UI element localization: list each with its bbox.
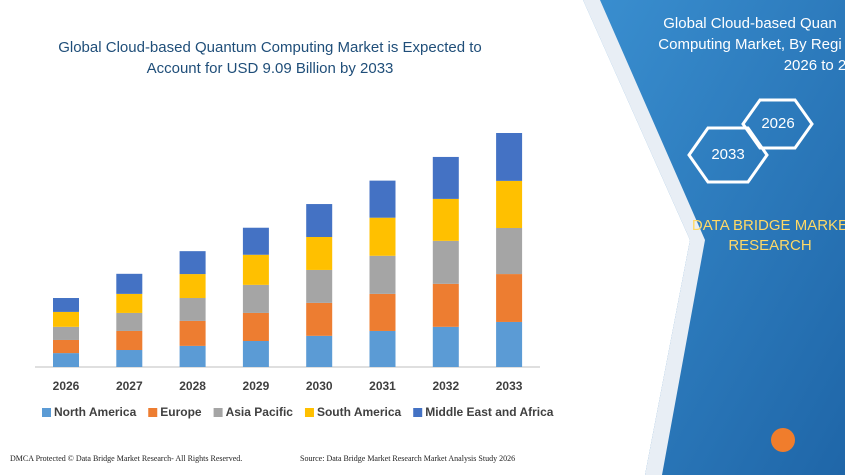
legend-swatch xyxy=(413,408,423,417)
bar-segment xyxy=(242,254,269,285)
bar-segment xyxy=(432,198,459,241)
logo xyxy=(771,428,795,452)
bar-segment xyxy=(496,321,523,367)
bar-segment xyxy=(116,330,143,351)
bar-segment xyxy=(369,293,396,331)
bar-segment xyxy=(116,273,143,294)
bar-segment xyxy=(242,312,269,341)
footer-right: Source: Data Bridge Market Research Mark… xyxy=(300,454,515,463)
bar-segment xyxy=(306,335,333,367)
x-tick-label: 2031 xyxy=(369,379,396,393)
hexagon xyxy=(687,126,769,184)
bar-segment xyxy=(369,217,396,256)
bar-segment xyxy=(116,312,143,331)
bar-segment xyxy=(306,237,333,270)
legend-swatch xyxy=(42,408,51,417)
footer-left: DMCA Protected © Data Bridge Market Rese… xyxy=(10,454,242,463)
bar-segment xyxy=(179,274,206,299)
x-tick-label: 2030 xyxy=(306,379,333,393)
bar-segment xyxy=(496,274,523,322)
bar-segment xyxy=(369,180,396,218)
bar-segment xyxy=(306,204,333,237)
brand: DATA BRIDGE MARKE xyxy=(692,217,845,234)
bar-segment xyxy=(116,293,143,313)
hexagon xyxy=(741,98,814,150)
x-tick-label: 2032 xyxy=(432,379,459,393)
bar-segment xyxy=(242,341,269,367)
legend-label: Europe xyxy=(160,405,202,419)
hex-label: 2026 xyxy=(761,115,794,132)
panel-border xyxy=(583,0,705,475)
bar-segment xyxy=(242,284,269,313)
bar-segment xyxy=(496,227,523,275)
bar-segment xyxy=(179,345,206,367)
panel-title: Computing Market, By Regi xyxy=(658,36,841,53)
bar-segment xyxy=(432,156,459,199)
legend-label: Middle East and Africa xyxy=(425,405,554,419)
bar-segment xyxy=(496,180,523,228)
bar-segment xyxy=(369,330,396,367)
x-tick-label: 2026 xyxy=(53,379,80,393)
bar-segment xyxy=(179,298,206,321)
bar-segment xyxy=(53,339,79,354)
legend-swatch xyxy=(213,408,223,417)
bar-segment xyxy=(306,269,333,303)
bar-segment xyxy=(242,227,269,255)
panel-title: 2026 to 2 xyxy=(784,57,845,74)
bar-segment xyxy=(116,350,143,367)
bar-segment xyxy=(53,326,79,340)
bar-segment xyxy=(432,326,459,367)
x-tick-label: 2028 xyxy=(179,379,206,393)
bar-segment xyxy=(53,298,79,312)
legend-swatch xyxy=(304,408,314,417)
bar-segment xyxy=(53,311,79,327)
bar-segment xyxy=(306,302,333,336)
brand: RESEARCH xyxy=(728,237,811,254)
legend-label: South America xyxy=(317,405,402,419)
panel-title: Global Cloud-based Quan xyxy=(663,15,836,32)
legend-label: North America xyxy=(54,405,137,419)
bar-segment xyxy=(179,251,206,275)
legend-swatch xyxy=(148,408,158,417)
bar-segment xyxy=(496,133,523,181)
x-tick-label: 2029 xyxy=(243,379,270,393)
bar-segment xyxy=(432,283,459,327)
x-tick-label: 2033 xyxy=(496,379,523,393)
chart-title: Global Cloud-based Quantum Computing Mar… xyxy=(58,39,482,77)
bar-segment xyxy=(53,353,79,367)
bar-segment xyxy=(369,255,396,294)
bar-segment xyxy=(179,320,206,346)
legend-label: Asia Pacific xyxy=(226,405,294,419)
bar-segment xyxy=(432,240,459,284)
x-tick-label: 2027 xyxy=(116,379,143,393)
hex-label: 2033 xyxy=(711,146,744,163)
